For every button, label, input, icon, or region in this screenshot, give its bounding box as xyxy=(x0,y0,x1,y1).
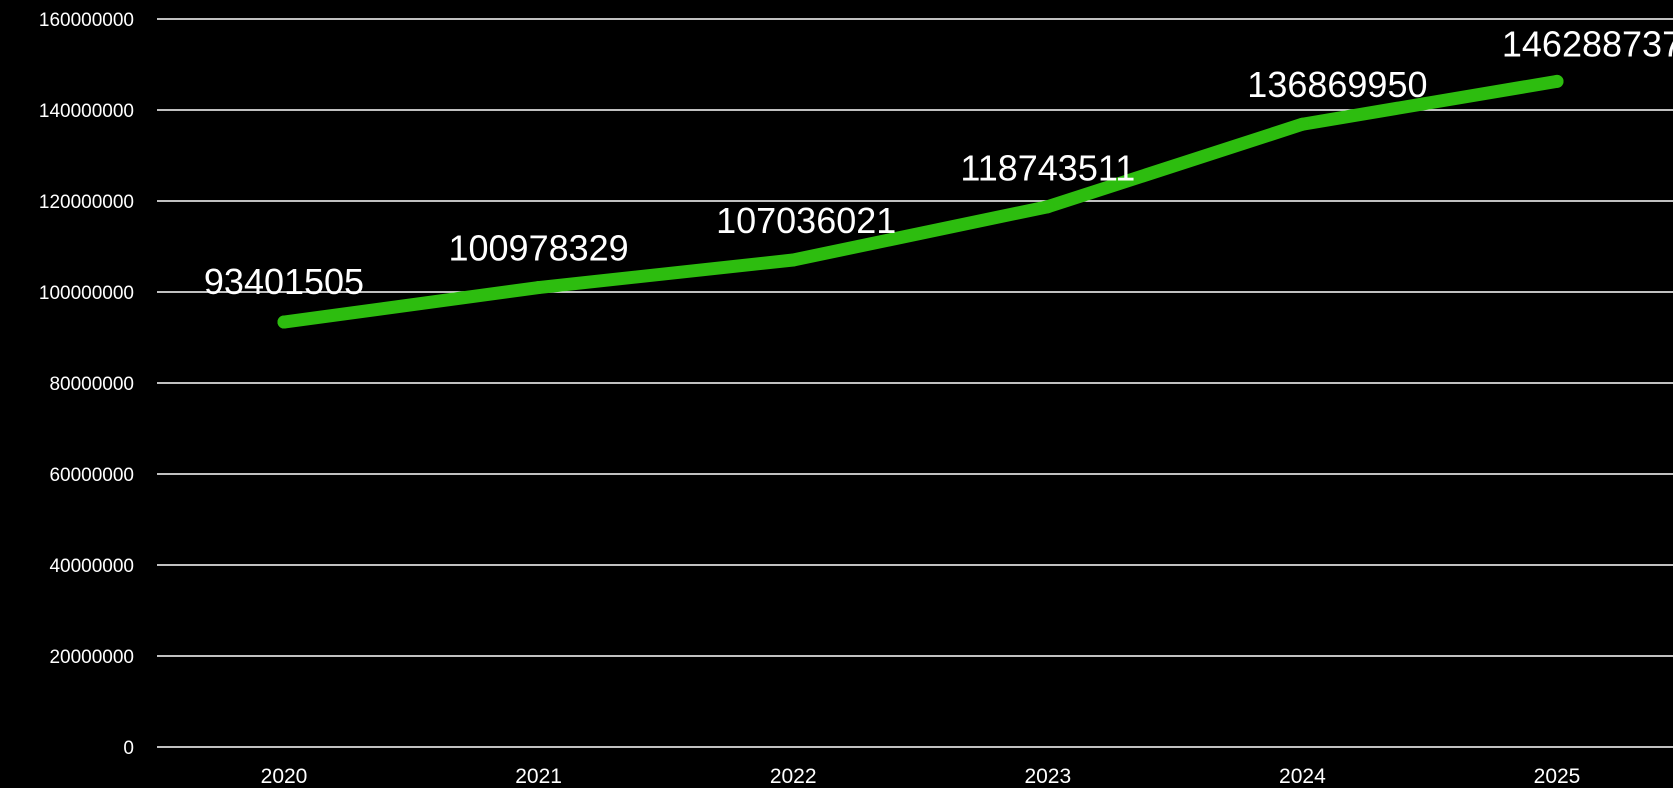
x-tick-label: 2022 xyxy=(770,765,817,788)
x-tick-label: 2024 xyxy=(1279,765,1326,788)
x-tick-label: 2021 xyxy=(515,765,562,788)
y-tick-label: 100000000 xyxy=(39,283,134,304)
data-labels: 93401505 100978329 107036021 118743511 13686… xyxy=(204,23,1673,302)
y-tick-label: 80000000 xyxy=(49,374,134,395)
x-axis: 2020 2021 2022 2023 2024 2025 xyxy=(261,765,1581,788)
data-point xyxy=(1041,200,1055,214)
y-tick-label: 40000000 xyxy=(49,556,134,577)
y-tick-label: 140000000 xyxy=(39,101,134,122)
series-line xyxy=(277,74,1564,329)
data-label: 100978329 xyxy=(448,228,628,269)
x-tick-label: 2020 xyxy=(261,765,308,788)
y-tick-label: 0 xyxy=(123,738,134,759)
y-tick-label: 60000000 xyxy=(49,465,134,486)
y-tick-label: 160000000 xyxy=(39,10,134,31)
x-tick-label: 2023 xyxy=(1024,765,1071,788)
x-tick-label: 2025 xyxy=(1534,765,1581,788)
y-tick-label: 20000000 xyxy=(49,647,134,668)
y-tick-label: 120000000 xyxy=(39,192,134,213)
data-label: 146288737 xyxy=(1502,23,1673,64)
data-point xyxy=(1295,117,1309,131)
series xyxy=(277,74,1564,329)
data-point xyxy=(1550,74,1564,88)
data-label: 107036021 xyxy=(716,200,896,241)
data-point xyxy=(786,253,800,267)
y-axis: 0 20000000 40000000 60000000 80000000 1000000… xyxy=(39,10,134,759)
data-label: 118743511 xyxy=(960,148,1135,189)
gridlines xyxy=(157,18,1673,748)
data-point xyxy=(277,315,291,329)
data-point xyxy=(532,281,546,295)
data-label: 136869950 xyxy=(1247,64,1427,105)
data-label: 93401505 xyxy=(204,261,364,302)
